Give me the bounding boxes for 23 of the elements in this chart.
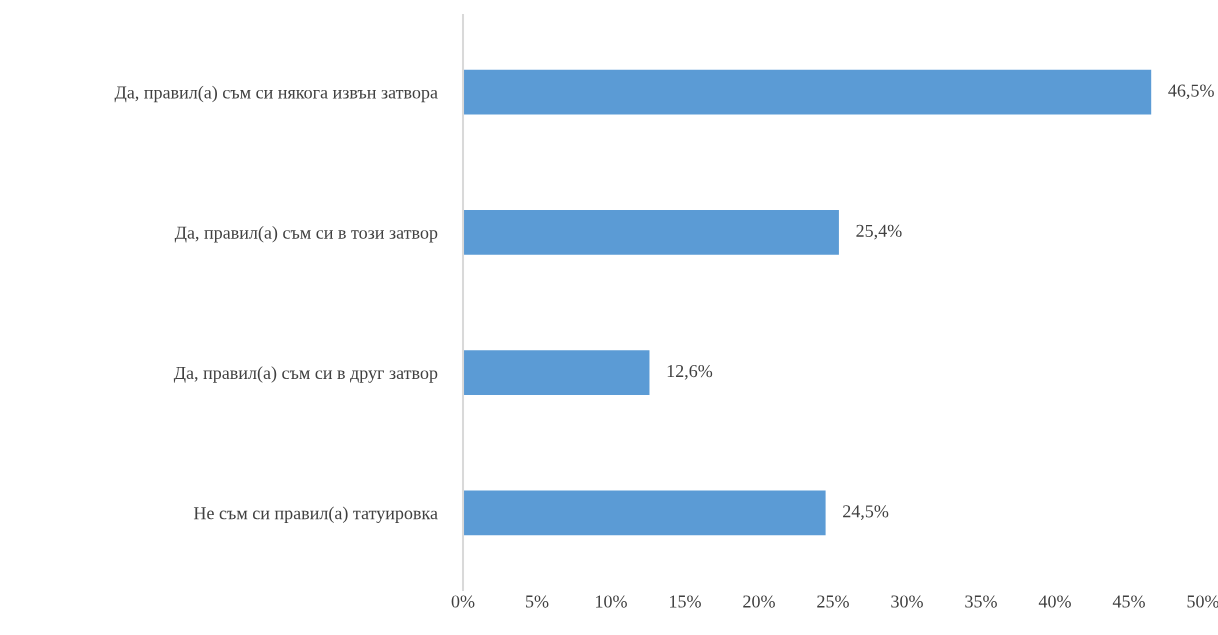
data-label: 25,4% — [856, 224, 902, 240]
data-label: 46,5% — [1168, 84, 1214, 100]
x-tick-label: 10% — [596, 595, 627, 608]
x-tick-label: 25% — [817, 595, 849, 608]
x-tick-label: 50% — [1187, 595, 1218, 608]
bar — [463, 69, 1152, 115]
x-tick-label: 15% — [670, 595, 701, 608]
x-tick-label: 45% — [1112, 595, 1145, 608]
x-tick-label: 40% — [1038, 595, 1071, 608]
y-tick-label: Не съм си правил(а) татуировка — [193, 506, 438, 524]
bar — [463, 490, 826, 536]
y-tick-label: Да, правил(а) съм си в този затвор — [174, 226, 438, 243]
y-tick-label: Да, правил(а) съм си някога извън затвора — [114, 85, 438, 103]
bar — [463, 209, 839, 255]
x-tick-label: 0% — [451, 595, 475, 608]
data-label: 12,6% — [667, 364, 713, 380]
x-tick-label: 30% — [891, 595, 923, 608]
x-tick-label: 35% — [965, 595, 997, 608]
x-tick-label: 5% — [526, 595, 549, 608]
bar — [463, 350, 650, 396]
x-tick-label: 20% — [743, 595, 775, 608]
data-label: 24,5% — [843, 505, 889, 520]
y-tick-label: Да, правил(а) съм си в друг затвор — [173, 366, 438, 383]
